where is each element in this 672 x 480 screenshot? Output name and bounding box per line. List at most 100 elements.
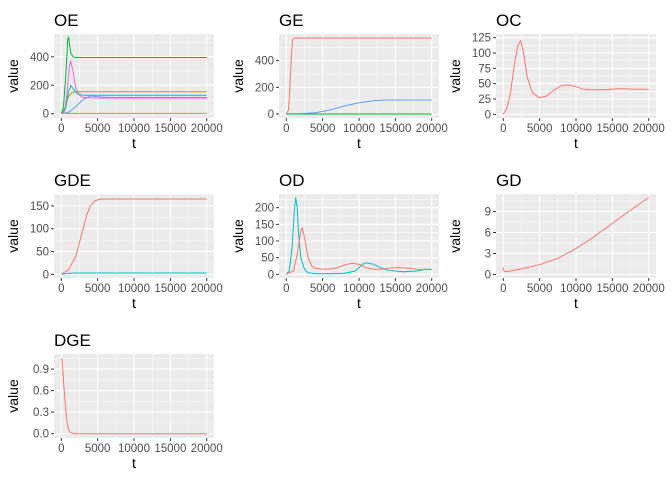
series-line-4 <box>61 95 207 115</box>
x-tick-label: 5000 <box>527 283 553 295</box>
x-tick-label: 20000 <box>191 283 223 295</box>
x-tick-label: 0 <box>58 283 64 295</box>
x-axis-title: t <box>574 135 578 151</box>
panel-title: OD <box>279 171 305 190</box>
y-tick-label: 75 <box>478 63 491 75</box>
panel-ge: 0 5000 10000 15000 20000 0 200 400 GE t value <box>230 11 448 151</box>
y-tick-label: 400 <box>255 56 274 68</box>
y-axis-title: value <box>230 219 246 253</box>
x-tick-label: 20000 <box>416 123 448 135</box>
y-tick-label: 100 <box>255 236 274 248</box>
y-tick-label: 0.6 <box>33 386 49 398</box>
y-tick-label: 50 <box>261 253 274 265</box>
x-tick-label: 20000 <box>191 123 223 135</box>
x-tick-label: 15000 <box>154 123 186 135</box>
y-tick-label: 0 <box>43 269 49 281</box>
y-axis-title: value <box>5 219 21 253</box>
y-tick-label: 50 <box>36 247 49 259</box>
x-axis-title: t <box>132 295 136 311</box>
panel-title: DGE <box>54 331 91 350</box>
x-axis-title: t <box>132 135 136 151</box>
y-tick-label: 100 <box>472 48 491 60</box>
x-tick-label: 20000 <box>633 283 665 295</box>
x-axis-title: t <box>357 135 361 151</box>
x-tick-label: 15000 <box>154 443 186 455</box>
x-tick-label: 5000 <box>310 123 336 135</box>
x-tick-label: 15000 <box>379 283 411 295</box>
x-tick-label: 10000 <box>118 283 150 295</box>
x-axis-title: t <box>574 295 578 311</box>
y-tick-label: 0 <box>485 270 491 282</box>
series-line-1 <box>61 272 207 275</box>
series-line-0 <box>60 358 207 435</box>
x-tick-label: 20000 <box>191 443 223 455</box>
x-tick-label: 0 <box>500 283 506 295</box>
series-line-3 <box>60 84 207 115</box>
y-tick-label: 400 <box>30 52 49 64</box>
y-tick-label: 150 <box>255 219 274 231</box>
panel-od: 0 5000 10000 15000 20000 0 50 100 150 200 OD t value <box>230 171 448 311</box>
x-tick-label: 10000 <box>343 123 375 135</box>
x-tick-label: 10000 <box>343 283 375 295</box>
series-line-0 <box>60 36 207 114</box>
y-axis-title: value <box>447 219 463 253</box>
y-axis-title: value <box>5 59 21 93</box>
y-tick-label: 100 <box>30 224 49 236</box>
panel-title: GE <box>279 11 304 30</box>
series-line-0 <box>285 37 432 115</box>
y-tick-label: 0.3 <box>33 407 49 419</box>
y-axis-title: value <box>5 379 21 413</box>
x-tick-label: 15000 <box>154 283 186 295</box>
x-tick-label: 5000 <box>85 283 111 295</box>
y-tick-label: 200 <box>255 203 274 215</box>
panel-gde: 0 5000 10000 15000 20000 0 50 100 150 GDE t value <box>5 171 223 311</box>
y-tick-label: 150 <box>30 201 49 213</box>
panel-oc: 0 5000 10000 15000 20000 0 25 50 75 100 125 OC t valu… <box>447 11 665 151</box>
series-line-1 <box>286 99 432 115</box>
panel-dge: 0 5000 10000 15000 20000 0.0 0.3 0.6 0.9 DGE t valu… <box>5 331 223 471</box>
panel-title: GD <box>496 171 522 190</box>
panel-title: OC <box>496 11 522 30</box>
series-line-1 <box>286 227 432 275</box>
y-tick-label: 3 <box>485 249 491 261</box>
panel-title: OE <box>54 11 79 30</box>
x-tick-label: 10000 <box>560 123 592 135</box>
x-tick-label: 15000 <box>379 123 411 135</box>
x-tick-label: 0 <box>500 123 506 135</box>
y-axis-title: value <box>230 59 246 93</box>
x-tick-label: 10000 <box>118 443 150 455</box>
x-tick-label: 0 <box>283 283 289 295</box>
series-line-0 <box>502 197 649 273</box>
x-tick-label: 5000 <box>310 283 336 295</box>
series-line-0 <box>502 40 649 115</box>
y-tick-label: 50 <box>478 79 491 91</box>
x-tick-label: 0 <box>58 123 64 135</box>
y-tick-label: 125 <box>472 33 491 45</box>
panel-gd: 0 5000 10000 15000 20000 0 3 6 9 GD t value <box>447 171 665 311</box>
x-tick-label: 5000 <box>527 123 553 135</box>
x-tick-label: 20000 <box>416 283 448 295</box>
y-tick-label: 0 <box>485 109 491 121</box>
panel-oe: 0 5000 10000 15000 20000 0 200 400 OE t value <box>5 11 223 151</box>
x-tick-label: 0 <box>283 123 289 135</box>
y-tick-label: 0.0 <box>33 429 49 441</box>
y-tick-label: 6 <box>485 228 491 240</box>
x-tick-label: 15000 <box>596 283 628 295</box>
y-tick-label: 0 <box>43 109 49 121</box>
x-tick-label: 20000 <box>633 123 665 135</box>
y-tick-label: 0 <box>268 269 274 281</box>
x-axis-title: t <box>357 295 361 311</box>
y-tick-label: 0 <box>268 109 274 121</box>
x-axis-title: t <box>132 455 136 471</box>
y-tick-label: 25 <box>478 94 491 106</box>
series-line-0 <box>285 197 432 275</box>
x-tick-label: 15000 <box>596 123 628 135</box>
y-tick-label: 0.9 <box>33 364 49 376</box>
x-tick-label: 5000 <box>85 443 111 455</box>
y-tick-label: 200 <box>255 82 274 94</box>
y-tick-label: 9 <box>485 207 491 219</box>
x-tick-label: 0 <box>58 443 64 455</box>
y-tick-label: 200 <box>30 80 49 92</box>
series-line-2 <box>60 91 207 114</box>
